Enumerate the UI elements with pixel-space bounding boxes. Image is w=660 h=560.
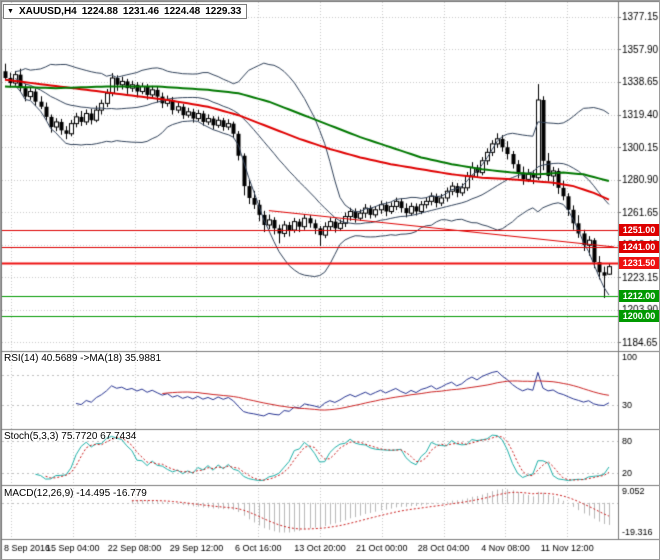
price-line-badge[interactable]: 1231.50: [619, 257, 659, 269]
rsi-indicator-label: RSI(14) 40.5689 ->MA(18) 35.9881: [4, 353, 162, 364]
stoch-indicator-label: Stoch(5,3,3) 75.7720 67.7434: [4, 431, 137, 442]
symbol-ohlc-box[interactable]: ▼ XAUUSD,H4 1224.88 1231.46 1224.48 1229…: [3, 4, 248, 19]
macd-indicator-label: MACD(12,26,9) -14.495 -16.779: [4, 488, 147, 499]
low-value: 1224.48: [164, 6, 201, 17]
quick-trade-arrow-icon[interactable]: ▼: [7, 8, 14, 15]
high-value: 1231.46: [122, 6, 160, 17]
price-line-badge[interactable]: 1241.00: [619, 240, 659, 253]
price-line-badge[interactable]: 1200.00: [619, 310, 659, 323]
price-line-badge[interactable]: 1251.00: [619, 224, 659, 237]
price-line-badge[interactable]: 1212.00: [619, 289, 659, 302]
open-value: 1224.88: [81, 6, 118, 17]
symbol-timeframe-label: XAUUSD,H4: [18, 6, 77, 17]
close-value: 1229.33: [205, 6, 242, 17]
